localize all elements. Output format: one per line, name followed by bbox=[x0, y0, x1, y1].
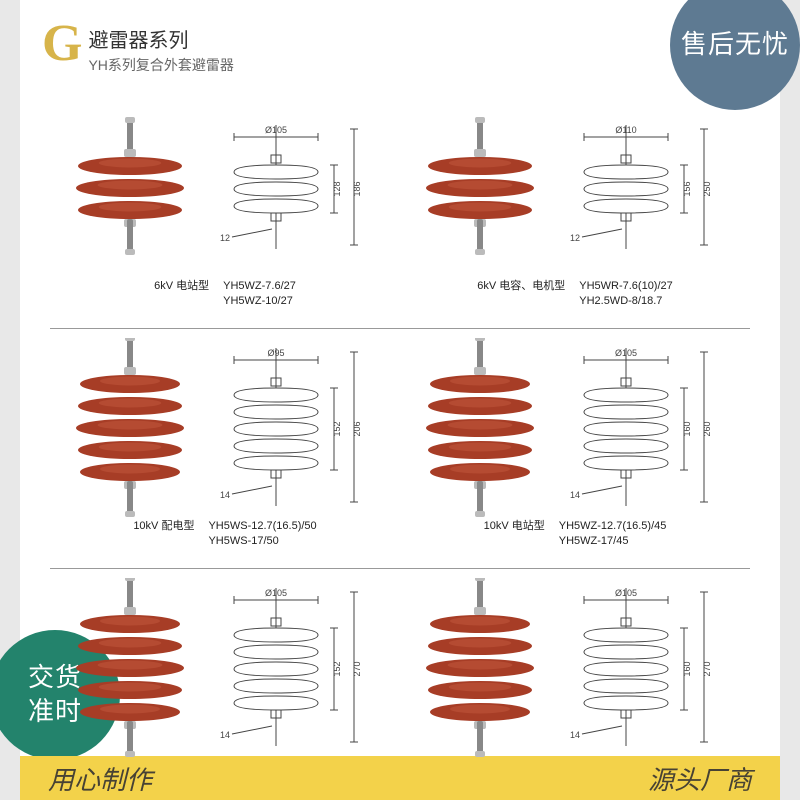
caption-left: 10kV 电站型 bbox=[484, 519, 545, 548]
svg-text:M14: M14 bbox=[570, 730, 580, 740]
svg-text:206: 206 bbox=[352, 421, 362, 436]
catalog-page: G 避雷器系列 YH系列复合外套避雷器 售后无忧 交货准时 用心制作 源头厂商 … bbox=[20, 0, 780, 800]
svg-text:270: 270 bbox=[352, 661, 362, 676]
svg-text:M14: M14 bbox=[570, 490, 580, 500]
header-subtitle: YH系列复合外套避雷器 bbox=[88, 55, 233, 75]
product-caption: 10kV 配电型 YH5WS-12.7(16.5)/50YH5WS-17/50 bbox=[50, 519, 400, 548]
header-letter: G bbox=[42, 18, 82, 70]
product-cell: Ø95 152 206 M14 10kV 配电型 YH5WS-12.7(16.5)/50Y… bbox=[50, 338, 400, 548]
header-title: 避雷器系列 bbox=[88, 24, 233, 53]
svg-text:152: 152 bbox=[332, 661, 342, 676]
product-diagram: Ø105 160 270 M14 bbox=[570, 584, 740, 754]
header-titles: 避雷器系列 YH系列复合外套避雷器 bbox=[88, 24, 233, 75]
svg-text:M14: M14 bbox=[220, 490, 230, 500]
caption-left: 10kV 配电型 bbox=[133, 519, 194, 548]
product-diagram: Ø95 152 206 M14 bbox=[220, 344, 390, 514]
product-photo bbox=[400, 578, 560, 758]
product-diagram: Ø105 152 270 M14 bbox=[220, 584, 390, 754]
svg-text:186: 186 bbox=[352, 181, 362, 196]
svg-text:Ø105: Ø105 bbox=[615, 348, 637, 358]
product-caption: 6kV 电容、电机型 YH5WR-7.6(10)/27YH2.5WD-8/18.7 bbox=[400, 279, 750, 308]
svg-text:Ø110: Ø110 bbox=[615, 125, 636, 135]
product-photo bbox=[50, 338, 210, 518]
caption-right: YH5WZ-12.7(16.5)/45YH5WZ-17/45 bbox=[559, 519, 667, 548]
svg-text:Ø105: Ø105 bbox=[265, 588, 287, 598]
svg-text:160: 160 bbox=[682, 421, 692, 436]
svg-text:260: 260 bbox=[702, 421, 712, 436]
svg-text:Ø105: Ø105 bbox=[265, 125, 287, 135]
svg-text:128: 128 bbox=[332, 181, 342, 196]
product-caption: 6kV 电站型 YH5WZ-7.6/27YH5WZ-10/27 bbox=[50, 279, 400, 308]
svg-text:156: 156 bbox=[682, 181, 692, 196]
product-cell: Ø105 160 270 M14 bbox=[400, 578, 750, 788]
product-cell: Ø110 156 250 M12 6kV 电容、电机型 YH5WR-7.6(10)/27Y… bbox=[400, 98, 750, 308]
product-cell: Ø105 152 270 M14 bbox=[50, 578, 400, 788]
product-photo bbox=[400, 98, 560, 278]
svg-text:160: 160 bbox=[682, 661, 692, 676]
product-photo bbox=[50, 578, 210, 758]
svg-text:Ø105: Ø105 bbox=[615, 588, 637, 598]
product-diagram: Ø105 128 186 M12 bbox=[220, 104, 390, 274]
page-header: G 避雷器系列 YH系列复合外套避雷器 bbox=[42, 18, 234, 75]
caption-right: YH5WS-12.7(16.5)/50YH5WS-17/50 bbox=[208, 519, 316, 548]
product-caption: 10kV 电站型 YH5WZ-12.7(16.5)/45YH5WZ-17/45 bbox=[400, 519, 750, 548]
product-diagram: Ø105 160 260 M14 bbox=[570, 344, 740, 514]
product-diagram: Ø110 156 250 M12 bbox=[570, 104, 740, 274]
svg-text:M14: M14 bbox=[220, 730, 230, 740]
product-cell: Ø105 160 260 M14 10kV 电站型 YH5WZ-12.7(16.5)/45… bbox=[400, 338, 750, 548]
caption-left: 6kV 电站型 bbox=[154, 279, 209, 308]
svg-text:270: 270 bbox=[702, 661, 712, 676]
caption-left: 6kV 电容、电机型 bbox=[477, 279, 565, 308]
caption-right: YH5WZ-7.6/27YH5WZ-10/27 bbox=[223, 279, 296, 308]
caption-right: YH5WR-7.6(10)/27YH2.5WD-8/18.7 bbox=[579, 279, 673, 308]
product-photo bbox=[50, 98, 210, 278]
svg-text:152: 152 bbox=[332, 421, 342, 436]
product-photo bbox=[400, 338, 560, 518]
svg-text:M12: M12 bbox=[570, 233, 580, 243]
svg-text:Ø95: Ø95 bbox=[267, 348, 284, 358]
svg-text:250: 250 bbox=[702, 181, 712, 196]
product-cell: Ø105 128 186 M12 6kV 电站型 YH5WZ-7.6/27YH5WZ-10… bbox=[50, 98, 400, 308]
svg-text:M12: M12 bbox=[220, 233, 230, 243]
